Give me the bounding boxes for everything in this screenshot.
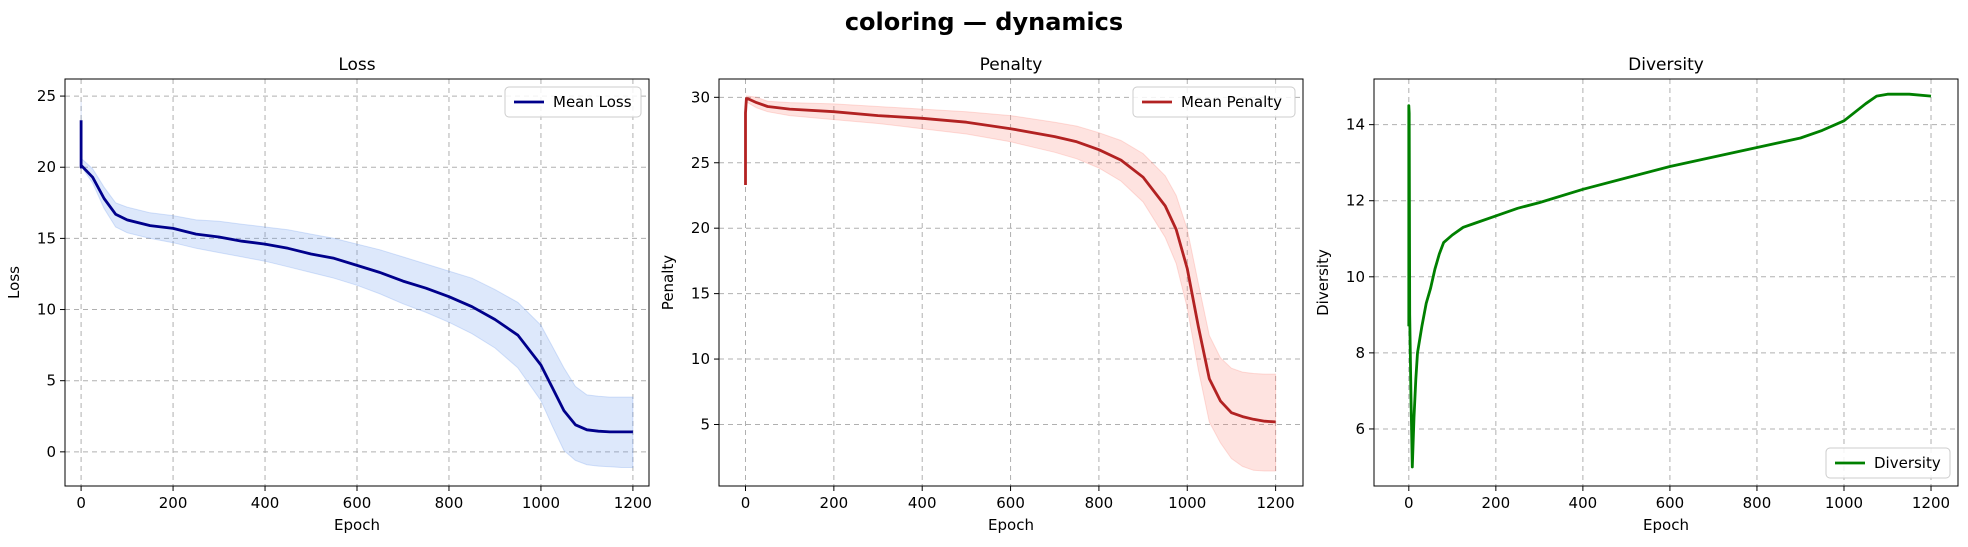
x-tick-label: 600 <box>1656 494 1685 512</box>
x-tick-label: 0 <box>741 494 751 512</box>
y-tick-label: 12 <box>1346 192 1365 210</box>
y-tick-label: 25 <box>37 87 56 105</box>
x-tick-label: 1000 <box>1825 494 1863 512</box>
y-tick-label: 15 <box>37 229 56 247</box>
x-tick-label: 800 <box>1743 494 1772 512</box>
legend-box <box>1825 447 1951 479</box>
legend: Mean Loss <box>504 86 642 118</box>
legend-label: Mean Loss <box>553 93 632 111</box>
y-tick-label: 15 <box>691 285 710 303</box>
x-tick-label: 800 <box>435 494 464 512</box>
band-penalty <box>745 95 1277 472</box>
y-tick-label: 30 <box>691 88 710 106</box>
x-tick-label: 0 <box>76 494 86 512</box>
panel-title: Loss <box>338 55 375 75</box>
y-tick-label: 5 <box>46 372 56 390</box>
y-tick-label: 10 <box>1346 268 1365 286</box>
plot-frame <box>1373 78 1959 487</box>
x-tick-label: 400 <box>1569 494 1598 512</box>
x-tick-label: 200 <box>820 494 849 512</box>
x-tick-label: 400 <box>251 494 280 512</box>
y-tick-label: 20 <box>37 158 56 176</box>
x-tick-label: 200 <box>1482 494 1511 512</box>
chart-penalty: 0 200 400 600 800 1000 1200 5 10 15 20 25 30 Penalty E… <box>659 55 1304 534</box>
y-axis-label: Loss <box>5 266 23 299</box>
series-line-loss <box>79 120 633 434</box>
y-tick-label: 0 <box>46 443 56 461</box>
y-tick-label: 10 <box>37 301 56 319</box>
x-tick-label: 1200 <box>1257 494 1295 512</box>
y-tick-label: 6 <box>1355 420 1365 438</box>
series-line-penalty <box>744 97 1276 424</box>
x-axis-label: Epoch <box>988 516 1034 534</box>
grid-diversity <box>1374 79 1958 486</box>
y-tick-label: 5 <box>700 415 710 433</box>
x-tick-label: 800 <box>1085 494 1114 512</box>
legend-label: Diversity <box>1874 454 1941 472</box>
x-tick-label: 600 <box>343 494 372 512</box>
x-tick-label: 1200 <box>614 494 652 512</box>
series-line-diversity <box>1407 92 1932 469</box>
legend-box <box>504 86 642 118</box>
x-tick-label: 400 <box>908 494 937 512</box>
y-tick-label: 8 <box>1355 344 1365 362</box>
x-tick-label: 1000 <box>1168 494 1206 512</box>
legend-box <box>1132 86 1296 118</box>
x-axis-label: Epoch <box>1643 516 1689 534</box>
legend-label: Mean Penalty <box>1181 93 1282 111</box>
x-tick-label: 0 <box>1404 494 1414 512</box>
y-tick-label: 25 <box>691 154 710 172</box>
y-tick-label: 14 <box>1346 116 1365 134</box>
x-tick-label: 200 <box>159 494 188 512</box>
x-tick-label: 1200 <box>1912 494 1950 512</box>
panel-title: Diversity <box>1628 55 1704 75</box>
panel-title: Penalty <box>980 55 1043 75</box>
legend: Mean Penalty <box>1132 86 1296 118</box>
x-axis-label: Epoch <box>334 516 380 534</box>
x-tick-label: 600 <box>996 494 1025 512</box>
chart-loss: 0 200 400 600 800 1000 1200 0 5 10 15 20 25 Loss Epoch… <box>5 55 652 534</box>
y-tick-label: 10 <box>691 350 710 368</box>
y-axis-label: Diversity <box>1314 249 1332 316</box>
x-tick-label: 1000 <box>522 494 560 512</box>
y-axis-label: Penalty <box>659 255 677 310</box>
chart-panels: 0 200 400 600 800 1000 12000510152025LossEpoch… <box>5 55 1959 534</box>
figure-suptitle: coloring — dynamics <box>845 8 1123 36</box>
legend: Diversity <box>1825 447 1951 479</box>
chart-diversity: 0 200 400 600 800 1000 1200 6 8 10 12 14 Diversity Ep… <box>1314 55 1959 534</box>
y-tick-label: 20 <box>691 219 710 237</box>
